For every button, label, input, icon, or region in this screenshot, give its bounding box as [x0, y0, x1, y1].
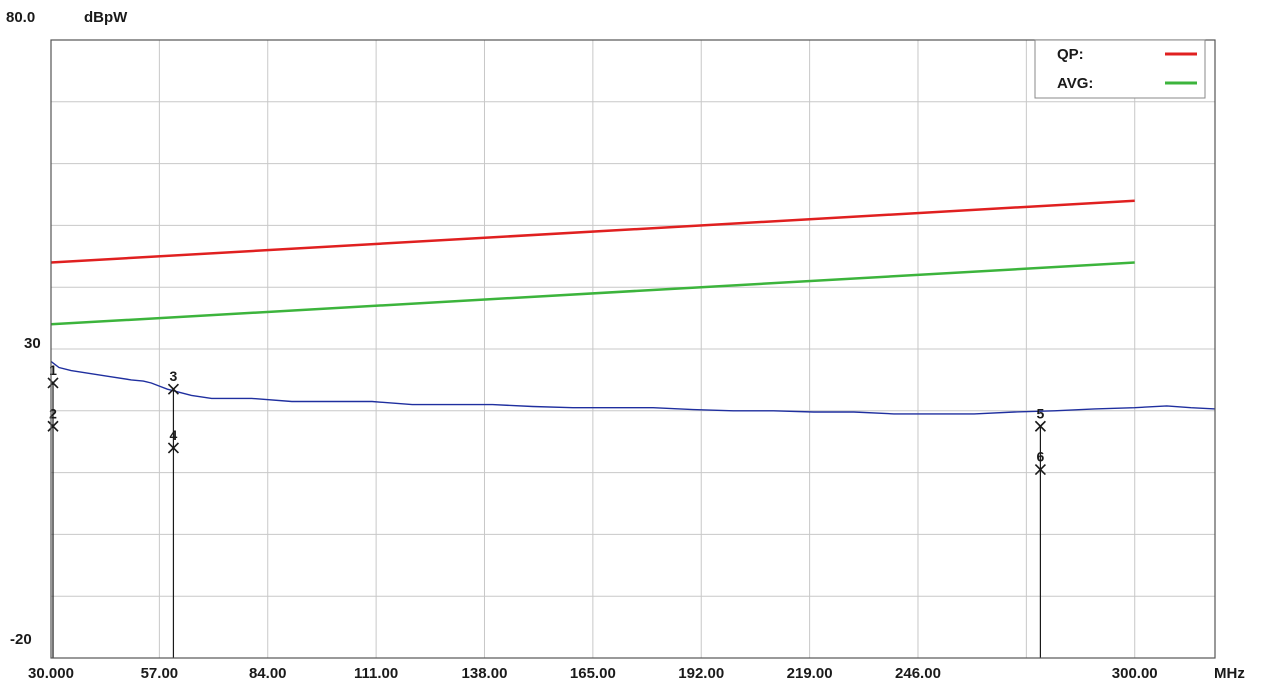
- markers: 1 2 3 4 5 6: [47, 362, 1046, 658]
- marker-4: 4: [167, 427, 179, 454]
- marker-label: 2: [49, 405, 57, 421]
- marker-label: 5: [1037, 405, 1045, 421]
- legend-label-qp: QP:: [1057, 46, 1084, 63]
- marker-cross-stroke: [167, 442, 179, 454]
- limit-lines: [50, 199, 1135, 326]
- marker-cross-stroke: [47, 420, 59, 432]
- x-axis-unit: MHz: [1214, 665, 1245, 682]
- series-line-qp: [50, 199, 1135, 264]
- marker-2: 2: [47, 405, 59, 432]
- x-tick-label: 138.00: [462, 665, 508, 682]
- marker-3: 3: [167, 368, 179, 395]
- plot-frame: [50, 39, 1216, 659]
- marker-cross-stroke: [47, 377, 59, 389]
- marker-label: 3: [170, 368, 178, 384]
- legend-box: QP: AVG:: [1034, 39, 1206, 99]
- x-tick-label: 192.00: [678, 665, 724, 682]
- legend-frame: [1034, 39, 1206, 99]
- y-tick-top: 80.0: [6, 9, 35, 26]
- grid-lines: [51, 40, 1215, 658]
- x-tick-label: 30.000: [28, 665, 74, 682]
- y-tick-bottom: -20: [10, 631, 32, 648]
- x-tick-label: 246.00: [895, 665, 941, 682]
- marker-6: 6: [1034, 449, 1046, 476]
- marker-label: 1: [49, 362, 57, 378]
- marker-5: 5: [1034, 405, 1046, 432]
- x-tick-label: 111.00: [354, 665, 398, 682]
- x-tick-label: 219.00: [787, 665, 833, 682]
- marker-label: 6: [1037, 449, 1045, 465]
- y-tick-mid: 30: [24, 335, 41, 352]
- legend-label-avg: AVG:: [1057, 75, 1093, 92]
- marker-cross-stroke: [167, 383, 179, 395]
- y-axis-unit: dBpW: [84, 9, 128, 26]
- x-tick-label: 165.00: [570, 665, 616, 682]
- x-tick-label: 300.00: [1112, 665, 1158, 682]
- series-line-trace: [50, 360, 1216, 415]
- series-line-avg: [50, 261, 1135, 326]
- x-tick-label: 84.00: [249, 665, 287, 682]
- marker-label: 4: [170, 427, 178, 443]
- marker-cross-stroke: [1034, 420, 1046, 432]
- measurement-trace: [50, 360, 1216, 415]
- x-tick-label: 57.00: [141, 665, 179, 682]
- marker-cross-stroke: [1034, 463, 1046, 476]
- marker-1: 1: [47, 362, 59, 389]
- x-tick-labels: 30.000 57.00 84.00 111.00 138.00 165.00 192.00…: [28, 665, 1158, 682]
